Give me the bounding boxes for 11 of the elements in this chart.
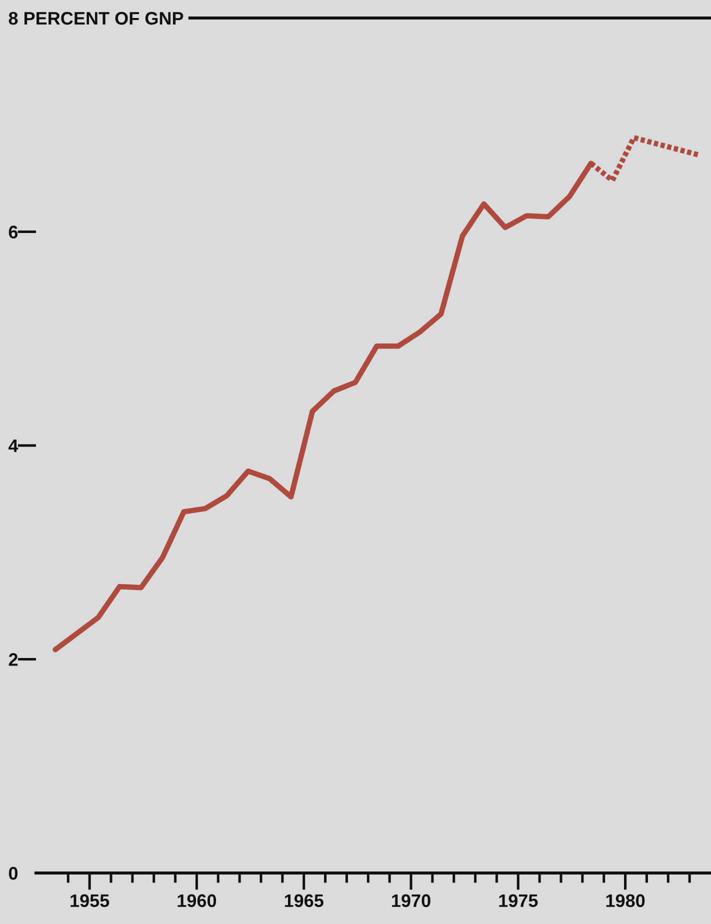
y-tick-label: 6	[8, 226, 18, 238]
x-tick-label: 1975	[499, 894, 538, 908]
x-tick-label: 1970	[392, 894, 430, 908]
x-tick-label: 1980	[606, 894, 645, 908]
x-tick-label: 1960	[178, 894, 216, 908]
x-tick-label: 1955	[70, 894, 110, 908]
y-tick-label: 2	[8, 653, 18, 666]
x-tick-label: 1965	[284, 894, 324, 908]
y-tick-label: 0	[8, 866, 18, 880]
y-tick-label: 8 PERCENT OF GNP	[8, 12, 184, 25]
y-tick-label: 4	[8, 440, 18, 452]
